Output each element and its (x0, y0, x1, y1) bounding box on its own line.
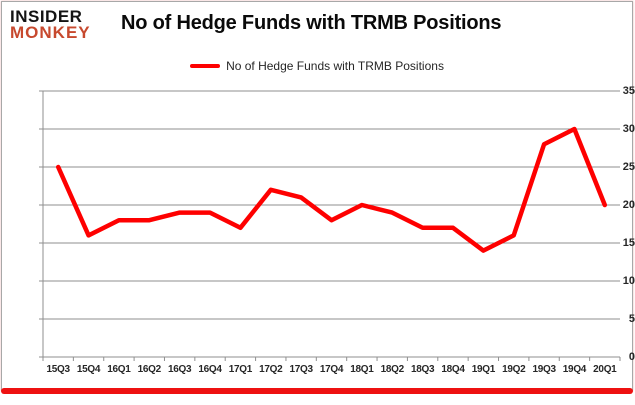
series-line (55, 126, 608, 253)
x-axis-label: 17Q2 (259, 364, 283, 375)
y-axis-label: 5 (628, 313, 635, 325)
y-axis-label: 10 (622, 275, 635, 287)
x-axis-label: 20Q1 (593, 364, 617, 375)
y-axis-label: 30 (622, 123, 635, 135)
x-axis-label: 18Q2 (380, 364, 405, 375)
x-axis-label: 19Q1 (471, 364, 496, 375)
x-axis-label: 18Q3 (410, 364, 435, 375)
legend: No of Hedge Funds with TRMB Positions (2, 59, 632, 73)
logo-line2: MONKEY (10, 23, 91, 42)
x-axis-label: 16Q2 (137, 364, 162, 375)
y-axis-label: 20 (622, 199, 635, 211)
y-axis-label: 0 (628, 351, 635, 363)
insider-monkey-logo: INSIDER MONKEY (10, 7, 91, 42)
card-bottom-accent-bar (1, 388, 633, 394)
x-axis-label: 19Q4 (562, 364, 587, 375)
logo-line1: INSIDER (10, 7, 83, 26)
x-axis-label: 17Q4 (319, 364, 344, 375)
legend-line-marker-icon (190, 64, 221, 68)
x-axis-label: 17Q1 (228, 364, 253, 375)
legend-label: No of Hedge Funds with TRMB Positions (226, 59, 444, 73)
x-axis-label: 16Q4 (198, 364, 222, 375)
x-axis-label: 15Q3 (46, 364, 71, 375)
x-axis-label: 16Q3 (168, 364, 192, 375)
x-axis-label: 19Q2 (502, 364, 526, 375)
x-axis-label: 19Q3 (532, 364, 556, 375)
x-axis-label: 17Q3 (289, 364, 313, 375)
chart-title: No of Hedge Funds with TRMB Positions (121, 12, 502, 34)
x-axis-label: 18Q4 (441, 364, 465, 375)
y-axis-label: 35 (622, 85, 635, 97)
x-axis-label: 18Q1 (350, 364, 374, 375)
y-axis-label: 25 (622, 161, 635, 173)
x-axis-label: 16Q1 (107, 364, 131, 375)
x-axis-label: 15Q4 (76, 364, 101, 375)
y-axis-label: 15 (622, 237, 635, 249)
